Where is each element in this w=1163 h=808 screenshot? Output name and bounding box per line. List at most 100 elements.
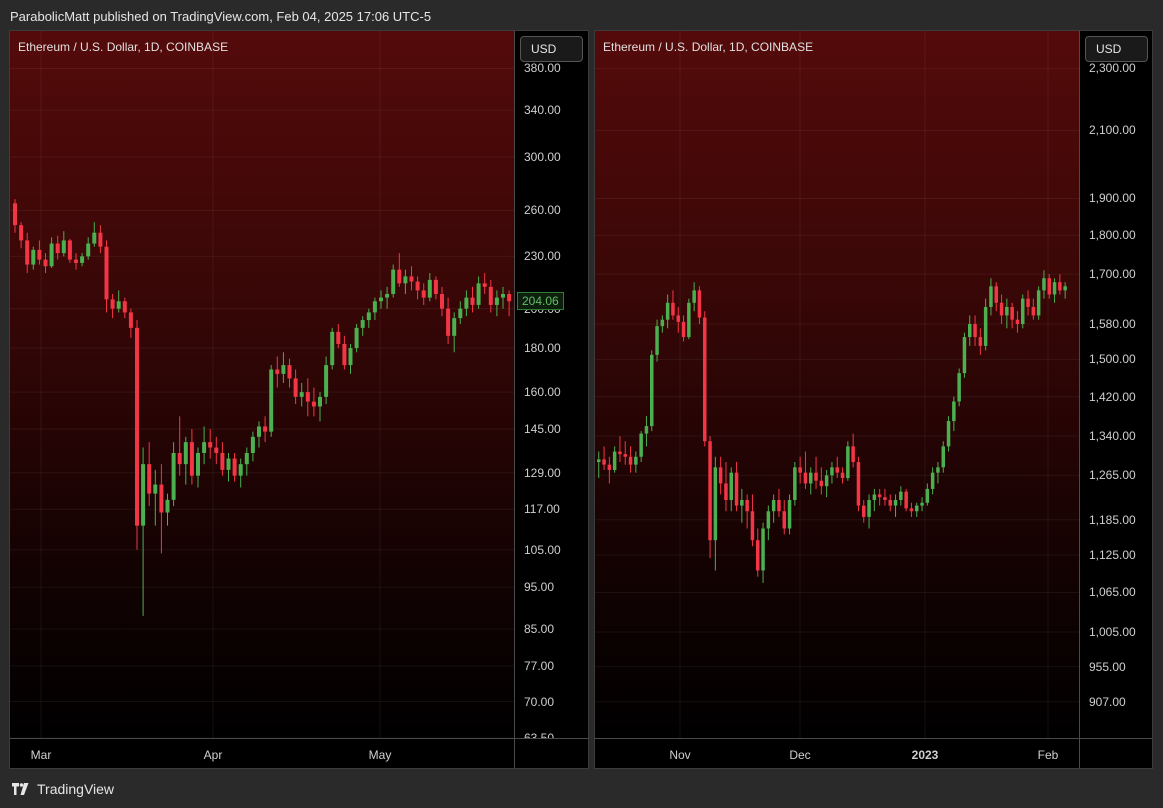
- candle-body: [116, 301, 121, 309]
- candle: [999, 294, 1004, 324]
- candle-body: [507, 293, 512, 302]
- chart-panel-right[interactable]: Ethereum / U.S. Dollar, 1D, COINBASE USD…: [594, 30, 1153, 769]
- candle: [893, 494, 898, 517]
- candle: [718, 456, 723, 495]
- candle-body: [761, 528, 765, 571]
- candle: [1031, 298, 1036, 320]
- price-tick-label: 2,300.00: [1089, 61, 1136, 76]
- candle: [141, 447, 146, 616]
- candle: [639, 431, 643, 463]
- candle-body: [1036, 290, 1041, 316]
- time-tick-label: Feb: [1037, 748, 1059, 762]
- candle: [756, 528, 760, 577]
- price-tick-label: 1,125.00: [1089, 548, 1136, 563]
- candle-body: [415, 281, 420, 291]
- candle-body: [183, 442, 188, 465]
- candle: [1010, 302, 1014, 329]
- price-tick-label: 1,500.00: [1089, 352, 1136, 367]
- currency-button[interactable]: USD: [1085, 36, 1148, 62]
- candle-body: [872, 494, 877, 500]
- candle: [501, 286, 505, 309]
- currency-button[interactable]: USD: [520, 36, 583, 62]
- candle: [171, 442, 176, 507]
- candle-body: [1042, 278, 1046, 291]
- candle: [835, 456, 839, 479]
- candle-body: [86, 243, 91, 257]
- candle: [665, 294, 670, 329]
- candle-body: [98, 232, 103, 247]
- candle: [983, 298, 988, 351]
- last-price-label: 204.06: [517, 292, 564, 311]
- chart-panel-left[interactable]: Ethereum / U.S. Dollar, 1D, COINBASE USD…: [9, 30, 589, 769]
- candle: [183, 436, 188, 485]
- candle-body: [311, 401, 316, 407]
- candle-body: [501, 293, 505, 298]
- price-axis[interactable]: USD 2,300.00 2,100.00 1,900.00 1,800.00 1,70…: [1079, 31, 1152, 738]
- candle: [433, 276, 438, 300]
- plot-area[interactable]: Ethereum / U.S. Dollar, 1D, COINBASE: [595, 31, 1079, 738]
- candle-body: [793, 467, 797, 500]
- candle-body: [978, 337, 983, 346]
- candle: [299, 382, 304, 407]
- candle-body: [305, 392, 310, 402]
- candle-body: [750, 511, 755, 541]
- time-tick-label: 2023: [911, 748, 939, 762]
- candle-body: [67, 240, 72, 260]
- candle: [92, 222, 97, 247]
- candle: [973, 315, 977, 346]
- candle-body: [618, 451, 622, 455]
- candle-body: [433, 279, 438, 294]
- candle: [427, 272, 432, 302]
- publish-info: ParabolicMatt published on TradingView.c…: [10, 9, 432, 24]
- candle-body: [104, 246, 109, 300]
- candle-body: [403, 276, 408, 284]
- price-axis[interactable]: USD 380.00340.00300.00260.00230.00200.00…: [514, 31, 588, 745]
- candle: [43, 253, 48, 273]
- candle: [415, 276, 420, 300]
- candle: [31, 246, 36, 270]
- tradingview-logo-icon: [12, 783, 29, 795]
- chart-title: Ethereum / U.S. Dollar, 1D, COINBASE: [18, 40, 229, 54]
- candle: [458, 301, 463, 324]
- time-axis[interactable]: Nov Dec 2023 Feb: [595, 738, 1079, 768]
- candle: [607, 456, 612, 484]
- candle-body: [318, 396, 322, 407]
- candle-body: [708, 441, 712, 541]
- candle-body: [639, 433, 643, 457]
- candle: [655, 319, 659, 362]
- time-axis[interactable]: Mar Apr May: [10, 738, 514, 768]
- candle: [798, 456, 802, 484]
- plot-area[interactable]: Ethereum / U.S. Dollar, 1D, COINBASE: [10, 31, 514, 738]
- candle: [293, 369, 298, 405]
- price-tick-label: 117.00: [524, 502, 560, 517]
- candle-body: [623, 454, 627, 457]
- candle: [55, 235, 60, 260]
- candle: [287, 358, 292, 388]
- candle-body: [851, 446, 855, 463]
- candle: [19, 222, 24, 249]
- candle-body: [165, 499, 170, 513]
- candle: [724, 462, 728, 512]
- candle-body: [893, 499, 898, 506]
- candle: [336, 323, 341, 349]
- candle: [840, 467, 845, 484]
- price-tick-label: 1,580.00: [1089, 316, 1136, 331]
- candle-body: [275, 369, 280, 374]
- tradingview-footer[interactable]: TradingView: [10, 779, 114, 799]
- candle-body: [122, 301, 127, 313]
- candle-body: [269, 369, 274, 432]
- candle-body: [968, 323, 972, 338]
- candle-body: [644, 426, 649, 434]
- candle: [618, 436, 622, 463]
- candle: [824, 469, 829, 498]
- candle-body: [650, 354, 654, 427]
- candle-body: [25, 240, 30, 265]
- candle: [269, 365, 274, 437]
- candle: [470, 286, 475, 313]
- candle-body: [128, 312, 133, 328]
- candle-body: [671, 302, 675, 316]
- candle-body: [49, 243, 54, 267]
- candle-body: [202, 442, 207, 453]
- time-tick-label: Dec: [789, 748, 811, 762]
- price-tick-label: 260.00: [524, 203, 561, 218]
